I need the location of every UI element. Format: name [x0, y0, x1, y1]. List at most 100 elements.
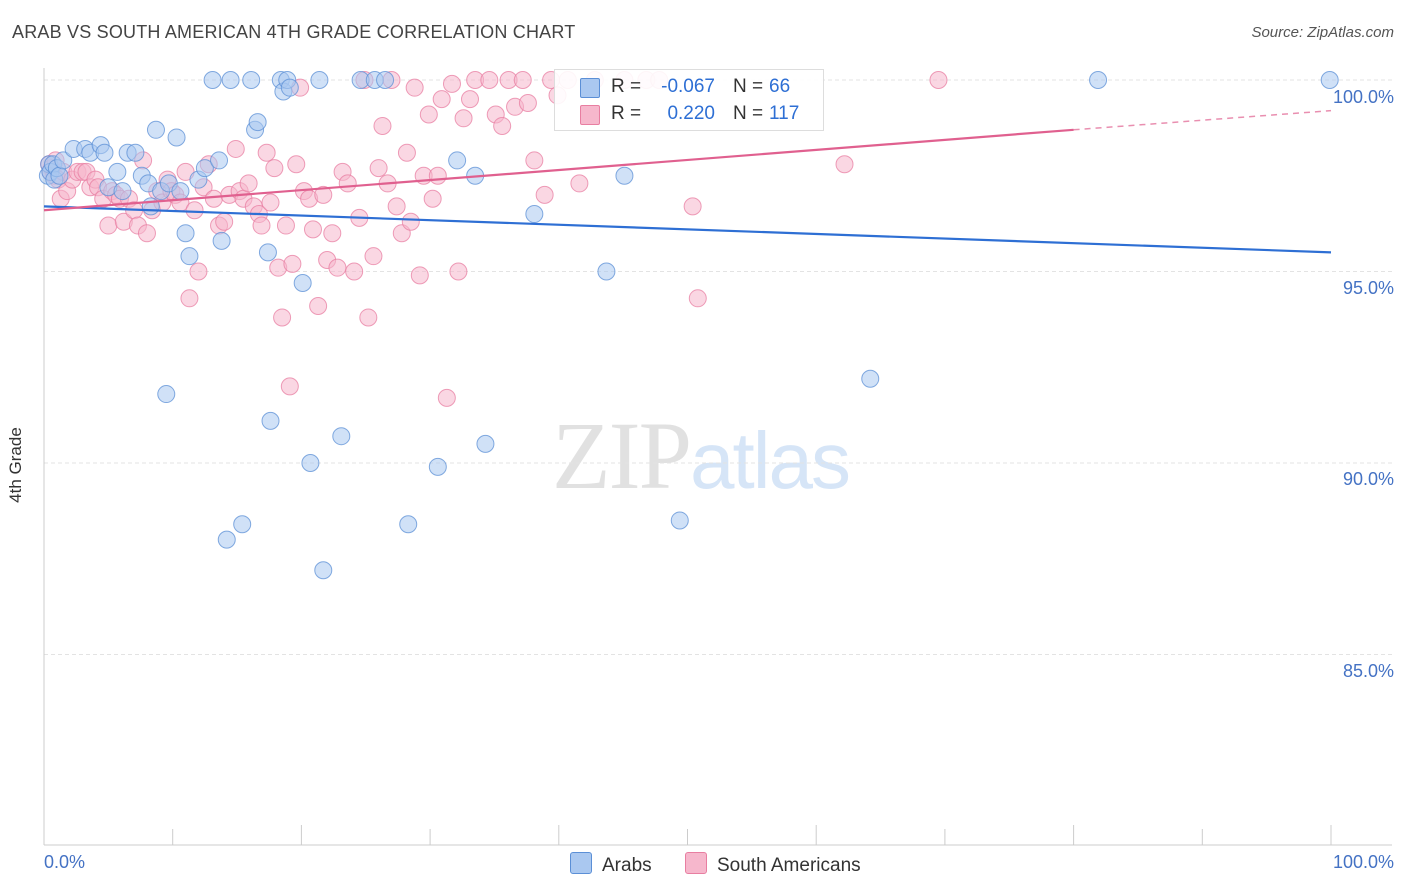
- arabs-point: [314, 561, 333, 580]
- chart-title: ARAB VS SOUTH AMERICAN 4TH GRADE CORRELA…: [12, 22, 576, 42]
- south-americans-point: [535, 185, 554, 204]
- arabs-point: [171, 182, 190, 201]
- arabs-point: [332, 427, 351, 446]
- south-americans-point: [570, 174, 589, 193]
- south-americans-point: [185, 201, 204, 220]
- arabs-point: [146, 120, 165, 139]
- south-americans-point: [397, 143, 416, 162]
- arabs-point: [210, 151, 229, 170]
- south-americans-point: [410, 266, 429, 285]
- y-tick-label: 95.0%: [1342, 278, 1394, 298]
- arabs-point: [167, 128, 186, 147]
- arabs-point: [113, 182, 132, 201]
- arabs-point: [376, 71, 395, 89]
- south-americans-point: [419, 105, 438, 124]
- south-americans-point: [215, 212, 234, 231]
- arabs-point: [280, 78, 299, 97]
- arabs-point: [448, 151, 467, 170]
- y-axis-label: 4th Grade: [6, 427, 25, 503]
- south-americans-point: [442, 74, 461, 93]
- south-americans-point: [265, 159, 284, 178]
- arabs-point: [176, 224, 195, 243]
- south-americans-legend-swatch: [685, 852, 707, 874]
- south-americans-point: [449, 262, 468, 281]
- arabs-point: [233, 515, 252, 534]
- south-americans-point: [428, 166, 447, 185]
- south-americans-point: [189, 262, 208, 281]
- legend-n-label: N =: [733, 76, 764, 97]
- south-americans-swatch: [580, 105, 600, 125]
- legend-row-south-americans: R = 0.220 N = 117: [555, 101, 823, 127]
- arabs-point: [1320, 71, 1339, 89]
- source-label: Source: ZipAtlas.com: [1251, 24, 1394, 41]
- south-americans-point: [480, 71, 499, 89]
- x-tick-label: 100.0%: [1332, 852, 1394, 872]
- arabs-point: [258, 243, 277, 262]
- south-americans-point: [287, 155, 306, 174]
- arabs-point: [195, 159, 214, 178]
- south-americans-point: [314, 185, 333, 204]
- arabs-point: [221, 71, 240, 89]
- south-americans-point: [204, 189, 223, 208]
- watermark-zip: ZIP: [552, 402, 692, 509]
- arabs-point: [242, 71, 261, 89]
- south-americans-point: [338, 174, 357, 193]
- south-americans-point: [405, 78, 424, 97]
- south-americans-point: [835, 155, 854, 174]
- arabs-swatch: [580, 78, 600, 98]
- legend-n-value: 66: [769, 76, 791, 97]
- arabs-point: [248, 113, 267, 132]
- arabs-point: [597, 262, 616, 281]
- south-americans-point: [513, 71, 532, 89]
- arabs-point: [1089, 71, 1108, 89]
- south-americans-trend-line: [43, 128, 1074, 212]
- arabs-trend-line: [43, 205, 1332, 254]
- arabs-point: [95, 143, 114, 162]
- south-americans-point: [328, 258, 347, 277]
- arabs-point: [861, 369, 880, 388]
- arabs-point: [525, 205, 544, 224]
- bottom-legend-arabs: Arabs: [570, 852, 652, 877]
- south-americans-point: [454, 109, 473, 128]
- arabs-point: [670, 511, 689, 530]
- arabs-point: [476, 434, 495, 453]
- south-americans-point: [239, 174, 258, 193]
- arabs-point: [180, 247, 199, 266]
- correlation-legend: R = -0.067 N = 66 R = 0.220 N = 117: [554, 69, 824, 131]
- watermark: ZIPatlas: [552, 400, 851, 511]
- arabs-legend-label: Arabs: [602, 855, 652, 876]
- south-americans-point: [283, 254, 302, 273]
- south-americans-point: [373, 116, 392, 135]
- south-americans-point: [252, 216, 271, 235]
- south-americans-point: [387, 197, 406, 216]
- south-americans-point: [280, 377, 299, 396]
- arabs-point: [203, 71, 222, 89]
- south-americans-point: [345, 262, 364, 281]
- legend-r-value: 0.220: [667, 103, 715, 124]
- arabs-point: [310, 71, 329, 89]
- legend-r-label: R =: [611, 103, 642, 124]
- south-americans-point: [364, 247, 383, 266]
- legend-n-label: N =: [733, 103, 764, 124]
- south-americans-point: [303, 220, 322, 239]
- y-tick-label: 90.0%: [1342, 469, 1394, 489]
- arabs-point: [301, 454, 320, 472]
- legend-row-arabs: R = -0.067 N = 66: [555, 74, 823, 100]
- arabs-point: [615, 166, 634, 185]
- arabs-point: [261, 411, 280, 430]
- arabs-point: [54, 151, 73, 170]
- arabs-point: [157, 385, 176, 404]
- south-americans-point: [423, 189, 442, 208]
- south-americans-point: [257, 143, 276, 162]
- arabs-legend-swatch: [570, 852, 592, 874]
- y-tick-label: 100.0%: [1332, 87, 1394, 107]
- bottom-legend-south-americans: South Americans: [685, 852, 861, 877]
- south-americans-point: [276, 216, 295, 235]
- south-americans-point: [369, 159, 388, 178]
- legend-r-value: -0.067: [661, 76, 715, 97]
- south-americans-point: [683, 197, 702, 216]
- south-americans-point: [359, 308, 378, 327]
- legend-r-label: R =: [611, 76, 642, 97]
- x-tick-label: 0.0%: [44, 852, 86, 872]
